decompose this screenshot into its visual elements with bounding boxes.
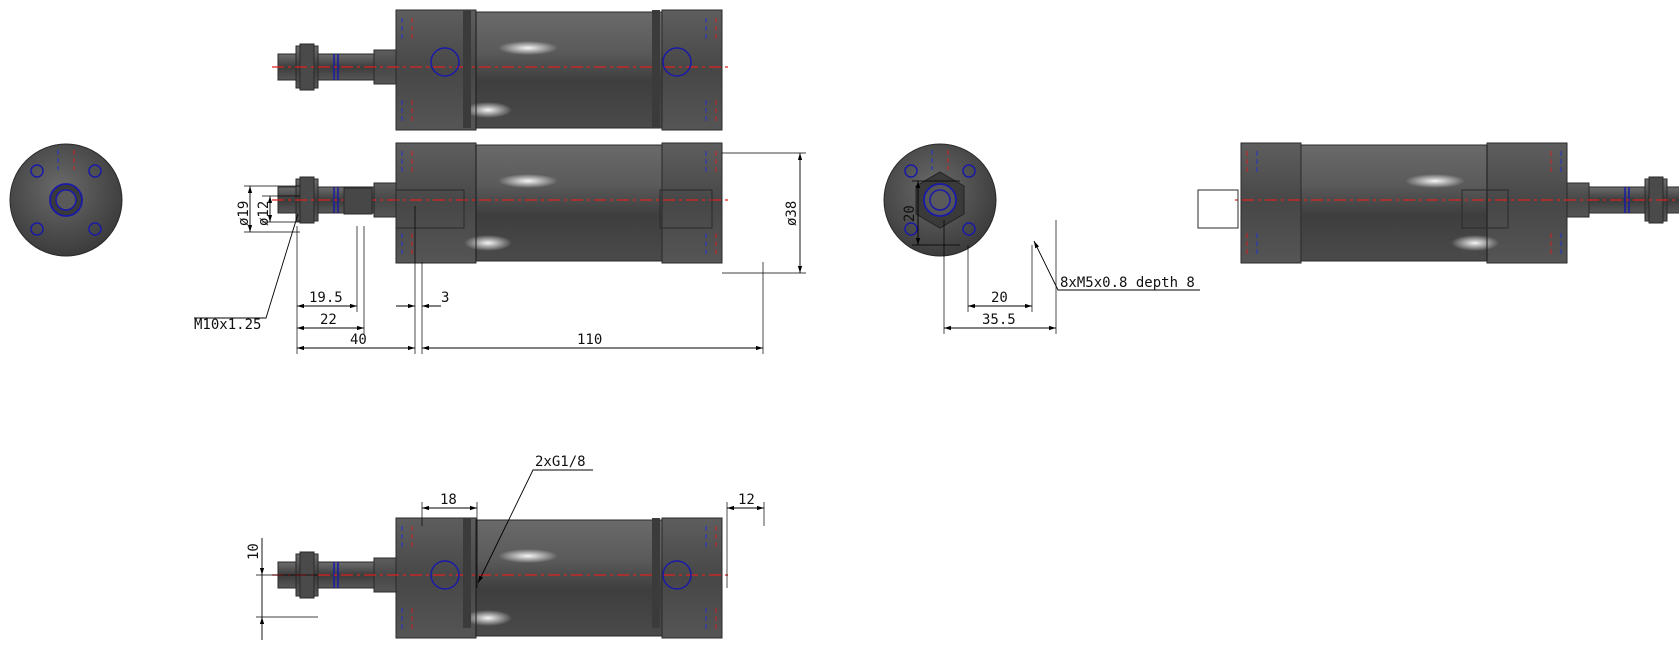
label-ports: 2xG1/8	[535, 454, 586, 470]
label-thread: M10x1.25	[194, 317, 261, 333]
dim-dia-12: ø12	[256, 201, 272, 226]
dim-3: 3	[441, 290, 449, 306]
dim-w-20: 20	[991, 290, 1008, 306]
port-circle	[662, 47, 692, 77]
dim-h-20: 20	[902, 205, 918, 222]
bottom-view	[271, 517, 729, 639]
dim-35-5: 35.5	[982, 312, 1016, 328]
port-circle	[430, 47, 460, 77]
dim-h-10: 10	[246, 543, 262, 560]
port-hole	[430, 560, 460, 590]
dim-40: 40	[350, 332, 367, 348]
top-view	[271, 9, 729, 131]
dim-19-5: 19.5	[309, 290, 343, 306]
dimensions-rear: 20 20 35.5 8xM5x0.8 depth 8	[902, 180, 1200, 334]
dimensions-main: ø19 ø12 ø38 M10x1.25 19.5 22 40 110	[194, 152, 806, 354]
mirrored-side-view	[1197, 142, 1679, 264]
rear-end-view	[883, 143, 997, 257]
dim-port-18: 18	[440, 492, 457, 508]
dimensions-bottom: 2xG1/8 18 12 10	[246, 454, 765, 640]
tie-band	[463, 10, 471, 128]
main-side-view	[271, 142, 729, 264]
dim-dia-38: ø38	[784, 201, 800, 226]
label-mount-holes: 8xM5x0.8 depth 8	[1060, 275, 1195, 291]
port-hole	[662, 560, 692, 590]
dim-dia-19: ø19	[236, 201, 252, 226]
front-end-view	[9, 143, 123, 257]
dim-port-12: 12	[738, 492, 755, 508]
dim-110: 110	[577, 332, 602, 348]
dim-22: 22	[320, 312, 337, 328]
tie-band	[652, 10, 660, 128]
